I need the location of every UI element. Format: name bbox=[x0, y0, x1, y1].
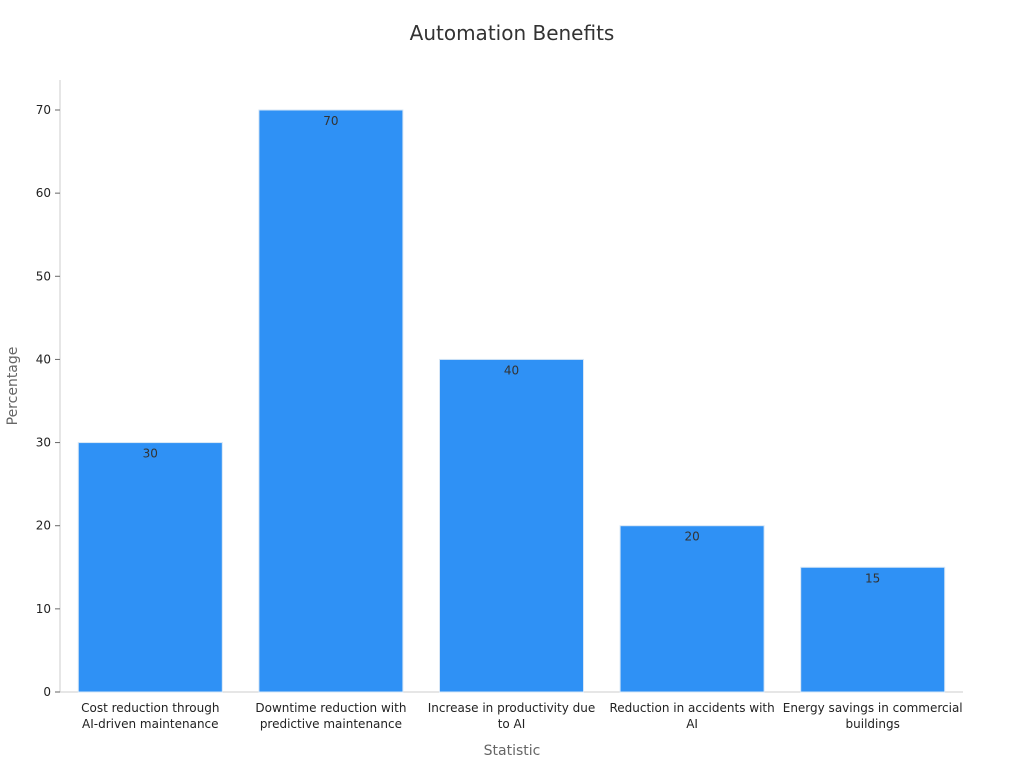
category-label: Downtime reduction with bbox=[255, 701, 406, 715]
category-label: to AI bbox=[498, 717, 526, 731]
category-label: predictive maintenance bbox=[260, 717, 402, 731]
bars bbox=[77, 109, 946, 693]
y-axis-ticks: 0 10 20 30 40 50 60 70 bbox=[36, 103, 60, 699]
category-label: Increase in productivity due bbox=[428, 701, 596, 715]
category-labels: Cost reduction through AI-driven maintena… bbox=[81, 701, 963, 731]
y-tick-label: 50 bbox=[36, 269, 51, 283]
y-axis-title: Percentage bbox=[5, 347, 21, 426]
data-labels: 30 70 40 20 15 bbox=[143, 114, 881, 585]
category-label: Cost reduction through bbox=[81, 701, 219, 715]
data-label: 30 bbox=[143, 447, 158, 461]
y-tick-label: 10 bbox=[36, 602, 51, 616]
y-tick-label: 30 bbox=[36, 436, 51, 450]
y-tick-label: 70 bbox=[36, 103, 51, 117]
bar bbox=[619, 525, 765, 693]
bar bbox=[258, 109, 404, 693]
bar bbox=[439, 358, 584, 693]
category-label: Reduction in accidents with bbox=[609, 701, 774, 715]
category-label: buildings bbox=[846, 717, 900, 731]
category-label: Energy savings in commercial bbox=[783, 701, 963, 715]
chart-title: Automation Benefits bbox=[410, 21, 615, 45]
y-tick-label: 40 bbox=[36, 352, 51, 366]
bar bbox=[77, 442, 223, 693]
data-label: 40 bbox=[504, 363, 519, 377]
bar bbox=[800, 566, 946, 693]
y-tick-label: 20 bbox=[36, 519, 51, 533]
data-label: 15 bbox=[865, 571, 880, 585]
category-label: AI bbox=[686, 717, 698, 731]
data-label: 20 bbox=[684, 530, 699, 544]
y-tick-label: 60 bbox=[36, 186, 51, 200]
category-label: AI-driven maintenance bbox=[82, 717, 218, 731]
y-tick-label: 0 bbox=[43, 685, 51, 699]
x-axis-title: Statistic bbox=[484, 743, 541, 759]
data-label: 70 bbox=[323, 114, 338, 128]
